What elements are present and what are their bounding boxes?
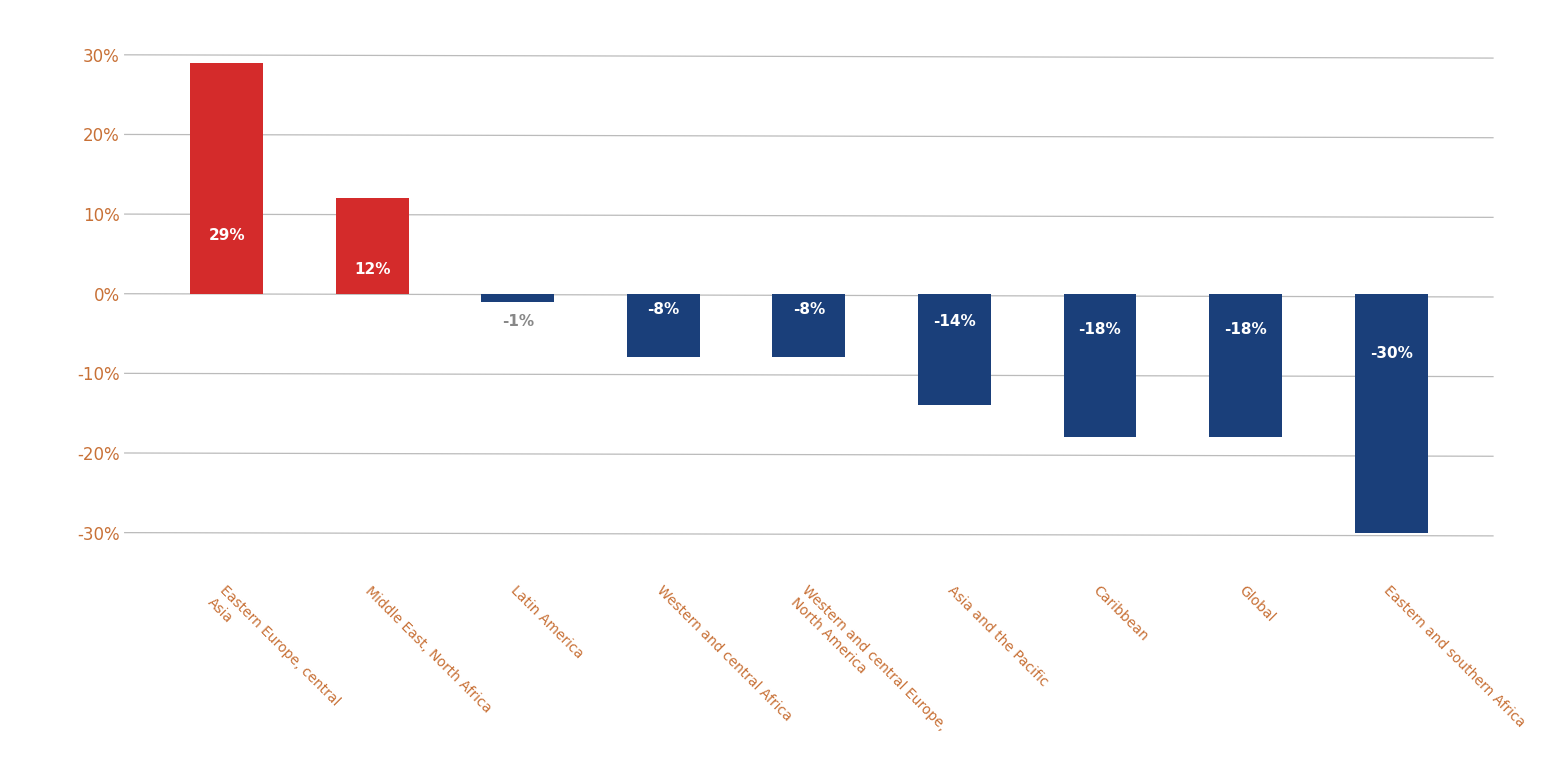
Text: -8%: -8% [793,302,826,317]
Text: -1%: -1% [502,314,533,329]
Bar [1210,293,1281,437]
Text: -14%: -14% [933,314,977,329]
Bar [190,63,263,293]
Bar [1354,293,1427,533]
Bar [1064,293,1137,437]
Text: -30%: -30% [1370,346,1412,361]
Bar [917,293,991,405]
Bar [482,293,554,302]
Text: -8%: -8% [647,302,680,317]
Bar [773,293,846,357]
Text: 12%: 12% [355,262,390,277]
Text: -18%: -18% [1079,322,1121,337]
Bar [336,198,409,293]
Text: -18%: -18% [1224,322,1267,337]
Bar [627,293,700,357]
Text: 29%: 29% [208,229,244,243]
